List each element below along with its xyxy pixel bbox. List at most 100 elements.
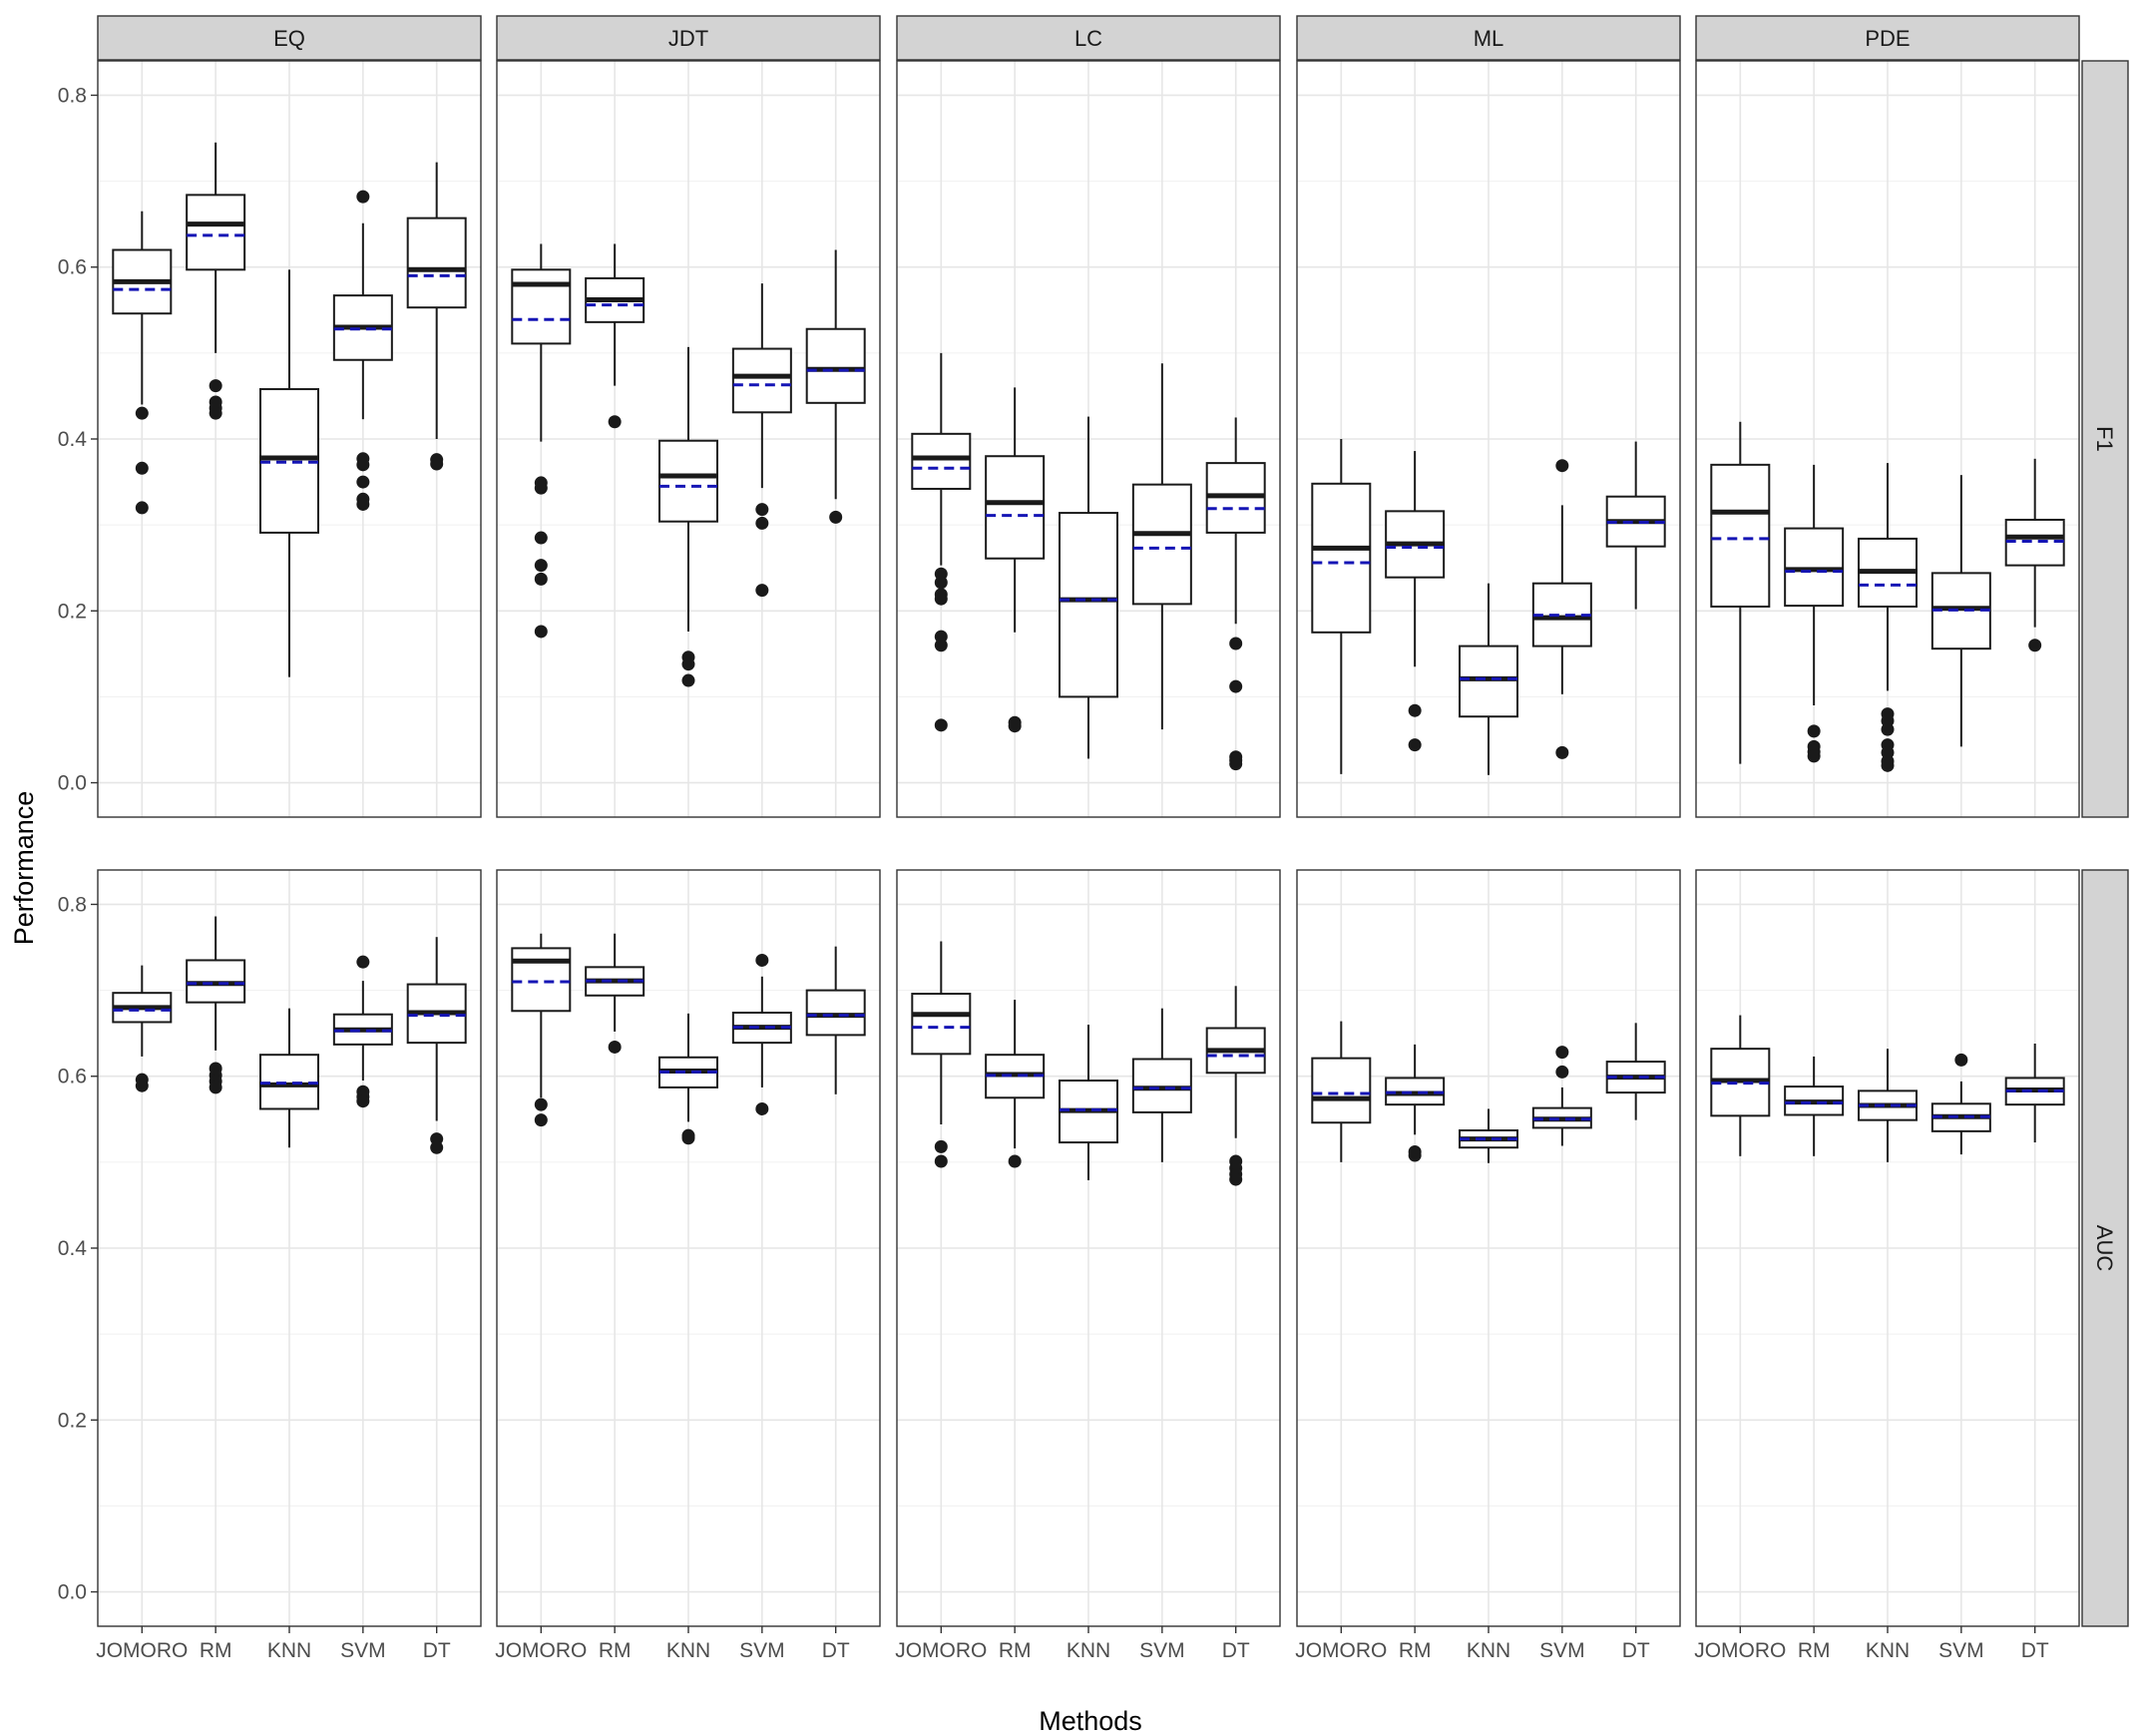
box-knn [1858, 1049, 1918, 1162]
box-rm [186, 142, 246, 420]
outlier-point [209, 379, 222, 393]
y-tick-label: 0.2 [58, 600, 87, 623]
outlier-point [1229, 637, 1243, 651]
box-dt [406, 162, 467, 471]
box-jomoro [911, 352, 972, 732]
interquartile-box [805, 327, 866, 404]
outlier-point [681, 1131, 695, 1145]
interquartile-box [511, 947, 572, 1013]
outlier-point [608, 1040, 622, 1054]
outlier-point [608, 415, 622, 429]
box-rm [1385, 451, 1446, 752]
outlier-point [135, 501, 149, 515]
box-rm [585, 243, 645, 429]
column-strip-label: JDT [668, 26, 708, 51]
box-knn [658, 346, 718, 687]
outlier-point [356, 475, 370, 489]
outlier-point [755, 584, 769, 598]
box-knn [259, 1008, 319, 1148]
outlier-point [534, 625, 548, 639]
outlier-point [534, 531, 548, 545]
y-tick-label: 0.6 [58, 256, 87, 279]
x-tick-label: DT [822, 1639, 850, 1662]
box-jomoro [1710, 1015, 1771, 1156]
box-rm [1784, 464, 1845, 763]
box-dt [2004, 458, 2065, 652]
interquartile-box [911, 993, 972, 1056]
interquartile-box [1311, 1057, 1372, 1124]
outlier-point [356, 458, 370, 472]
box-knn [1459, 1108, 1518, 1163]
interquartile-box [1710, 463, 1771, 608]
column-strip-label: ML [1474, 26, 1504, 51]
y-tick-label: 0.4 [58, 1237, 88, 1260]
y-tick-label: 0.0 [58, 772, 87, 795]
panel-border [896, 60, 1281, 818]
column-strip [1296, 15, 1681, 61]
outlier-point [135, 1079, 149, 1092]
interquartile-box [1131, 1058, 1192, 1113]
x-tick-label: SVM [1539, 1639, 1585, 1662]
x-tick-label: SVM [739, 1639, 785, 1662]
box-rm [1385, 1044, 1446, 1162]
box-dt [1205, 986, 1266, 1186]
outlier-point [1408, 738, 1422, 752]
box-svm [1531, 1046, 1592, 1146]
outlier-point [681, 673, 695, 687]
x-tick-label: JOMORO [1694, 1639, 1786, 1662]
outlier-point [1807, 749, 1821, 763]
outlier-point [755, 953, 769, 967]
box-svm [332, 955, 393, 1108]
interquartile-box [511, 268, 572, 345]
box-knn [1459, 583, 1518, 775]
box-jomoro [911, 941, 972, 1168]
box-dt [805, 946, 866, 1094]
x-tick-label: KNN [666, 1639, 710, 1662]
box-dt [406, 937, 467, 1154]
box-svm [1930, 1053, 1991, 1155]
interquartile-box [1784, 527, 1845, 608]
x-tick-label: JOMORO [895, 1639, 987, 1662]
box-svm [1531, 459, 1592, 759]
interquartile-box [1131, 483, 1192, 606]
outlier-point [534, 572, 548, 586]
box-jomoro [1311, 1021, 1372, 1162]
panel-border [496, 60, 881, 818]
interquartile-box [911, 432, 972, 490]
outlier-point [934, 592, 948, 606]
box-jomoro [112, 965, 173, 1092]
x-tick-label: JOMORO [495, 1639, 587, 1662]
box-jomoro [1710, 421, 1771, 764]
box-knn [259, 269, 319, 677]
y-tick-label: 0.8 [58, 84, 87, 107]
outlier-point [1229, 1172, 1243, 1186]
outlier-point [135, 406, 149, 420]
outlier-point [2028, 639, 2042, 652]
interquartile-box [186, 194, 246, 271]
outlier-point [934, 576, 948, 590]
box-dt [805, 249, 866, 524]
outlier-point [1408, 1148, 1422, 1162]
column-strip [1695, 15, 2080, 61]
outlier-point [934, 639, 948, 652]
box-marks [112, 142, 2065, 1186]
box-rm [585, 933, 645, 1054]
outlier-point [934, 1154, 948, 1168]
interquartile-box [406, 217, 467, 309]
y-tick-label: 0.2 [58, 1409, 87, 1432]
outlier-point [534, 481, 548, 495]
box-rm [985, 387, 1046, 733]
outlier-point [755, 1101, 769, 1115]
outlier-point [534, 559, 548, 573]
outlier-point [1408, 703, 1422, 717]
y-tick-label: 0.6 [58, 1066, 87, 1088]
outlier-point [356, 955, 370, 969]
outlier-point [135, 461, 149, 475]
x-tick-label: SVM [1139, 1639, 1185, 1662]
box-svm [1131, 363, 1192, 730]
row-strip [2081, 60, 2129, 818]
outlier-point [829, 510, 843, 524]
axes: 0.0 0.2 0.4 0.6 0.8 0.0 0.2 0.4 0.6 0.8 JOMORO RM KN… [58, 84, 2049, 1662]
interquartile-box [731, 347, 792, 414]
